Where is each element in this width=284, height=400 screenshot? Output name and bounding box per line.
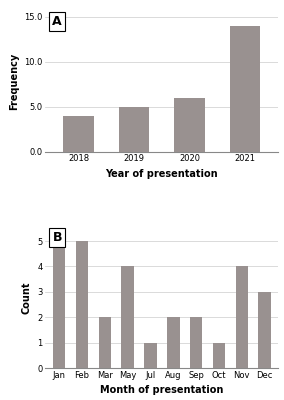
X-axis label: Month of presentation: Month of presentation <box>100 385 224 395</box>
Bar <box>167 317 179 368</box>
Bar <box>213 343 225 368</box>
Bar <box>174 98 205 152</box>
Bar <box>144 343 157 368</box>
Bar <box>121 266 134 368</box>
Bar <box>119 106 149 152</box>
Bar <box>258 292 271 368</box>
Text: A: A <box>53 15 62 28</box>
Bar <box>230 26 260 152</box>
Y-axis label: Count: Count <box>22 282 32 314</box>
Bar <box>235 266 248 368</box>
X-axis label: Year of presentation: Year of presentation <box>106 169 218 179</box>
Text: B: B <box>53 231 62 244</box>
Bar <box>63 116 94 152</box>
Bar <box>190 317 202 368</box>
Bar <box>99 317 111 368</box>
Bar <box>76 241 88 368</box>
Bar <box>53 241 65 368</box>
Y-axis label: Frequency: Frequency <box>9 53 19 110</box>
